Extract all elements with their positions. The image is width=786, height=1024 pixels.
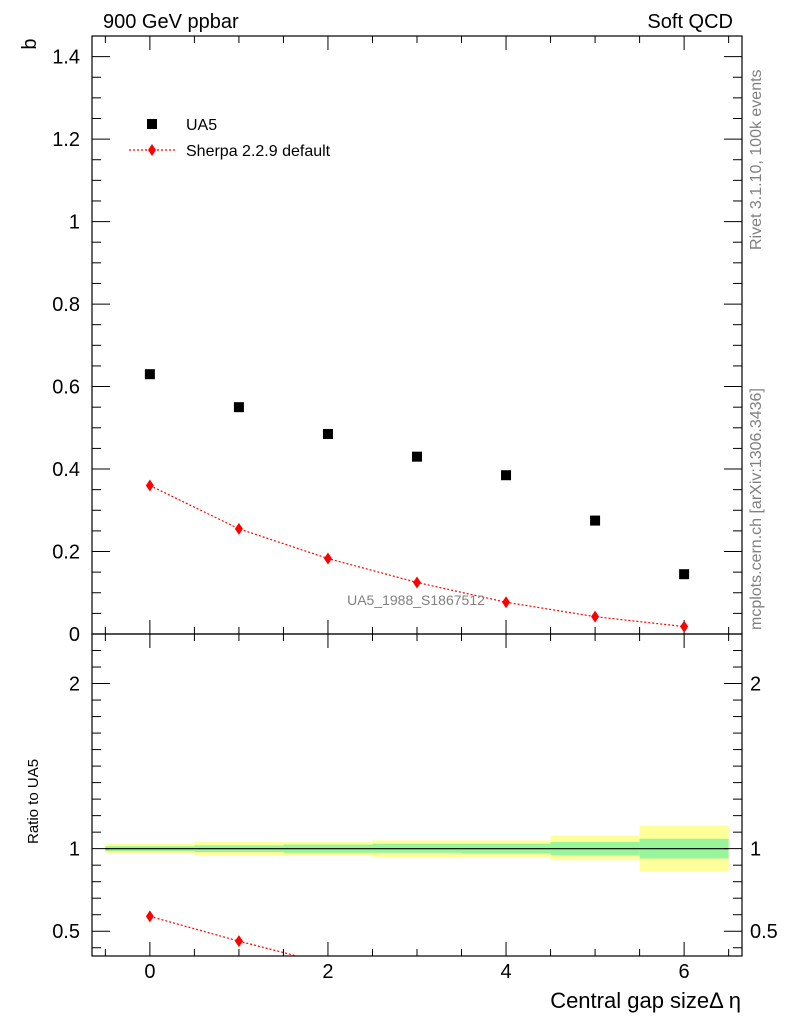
sherpa-point xyxy=(234,522,243,535)
y-tick-label-main: 1.2 xyxy=(52,129,80,151)
mcplots-label: mcplots.cern.ch [arXiv:1306.3436] xyxy=(748,388,765,630)
y-tick-label-main: 1.4 xyxy=(52,47,80,69)
x-tick-label: 4 xyxy=(500,961,511,983)
sherpa-point xyxy=(591,610,600,623)
sherpa-point xyxy=(323,552,332,565)
x-tick-label: 6 xyxy=(679,961,690,983)
analysis-id-watermark: UA5_1988_S1867512 xyxy=(347,592,485,608)
x-axis-label: Central gap sizeΔ η xyxy=(550,988,741,1013)
sherpa-ratio-point xyxy=(234,935,243,948)
x-tick-label: 2 xyxy=(322,961,333,983)
y-tick-label-ratio: 2 xyxy=(69,674,80,696)
legend-marker-ua5 xyxy=(147,119,157,129)
ua5-point xyxy=(590,515,601,526)
y-tick-label-main: 1 xyxy=(69,212,80,234)
ua5-point xyxy=(144,369,155,380)
y-tick-label-main: 0.6 xyxy=(52,377,80,399)
y-tick-label-main: 0 xyxy=(69,624,80,646)
header-left-title: 900 GeV ppbar xyxy=(103,11,239,33)
tick-labels: 0 2 4 6 0 0.2 0.4 0.6 0.8 1 1.2 1.4 0.5 0.5 1 1 2 2 xyxy=(52,47,778,983)
y-tick-label-ratio: 0.5 xyxy=(52,921,80,943)
y-tick-label-main: 0.8 xyxy=(52,294,80,316)
y-tick-label-main: 0.2 xyxy=(52,542,80,564)
legend: UA5 Sherpa 2.2.9 default xyxy=(129,117,331,160)
axis-ticks xyxy=(92,36,742,956)
header-right-title: Soft QCD xyxy=(647,11,733,33)
ua5-point xyxy=(233,402,244,413)
rivet-version-label: Rivet 3.1.10, 100k events xyxy=(748,69,765,250)
legend-marker-sherpa xyxy=(148,144,156,156)
y-tick-label-ratio-right: 2 xyxy=(750,674,761,696)
ua5-point xyxy=(322,428,333,439)
y-tick-label-ratio-right: 0.5 xyxy=(750,921,778,943)
ua5-point xyxy=(679,569,690,580)
ua5-point xyxy=(412,451,422,462)
y-axis-label-ratio: Ratio to UA5 xyxy=(25,759,42,844)
y-axis-label-main: b xyxy=(19,38,41,49)
y-tick-label-main: 0.4 xyxy=(52,459,80,481)
ua5-point xyxy=(501,470,512,481)
sherpa-point xyxy=(680,620,689,633)
y-tick-label-ratio: 1 xyxy=(69,839,80,861)
legend-label-sherpa: Sherpa 2.2.9 default xyxy=(186,143,331,160)
legend-label-ua5: UA5 xyxy=(186,117,217,134)
sherpa-ratio-point xyxy=(145,910,154,923)
data-marks xyxy=(144,369,690,957)
sherpa-point xyxy=(413,576,421,589)
sherpa-line xyxy=(149,915,297,957)
sherpa-point xyxy=(145,479,154,492)
ratio-plot-frame xyxy=(91,633,743,957)
sherpa-point xyxy=(502,596,511,609)
y-tick-label-ratio-right: 1 xyxy=(750,839,761,861)
x-tick-label: 0 xyxy=(144,961,155,983)
